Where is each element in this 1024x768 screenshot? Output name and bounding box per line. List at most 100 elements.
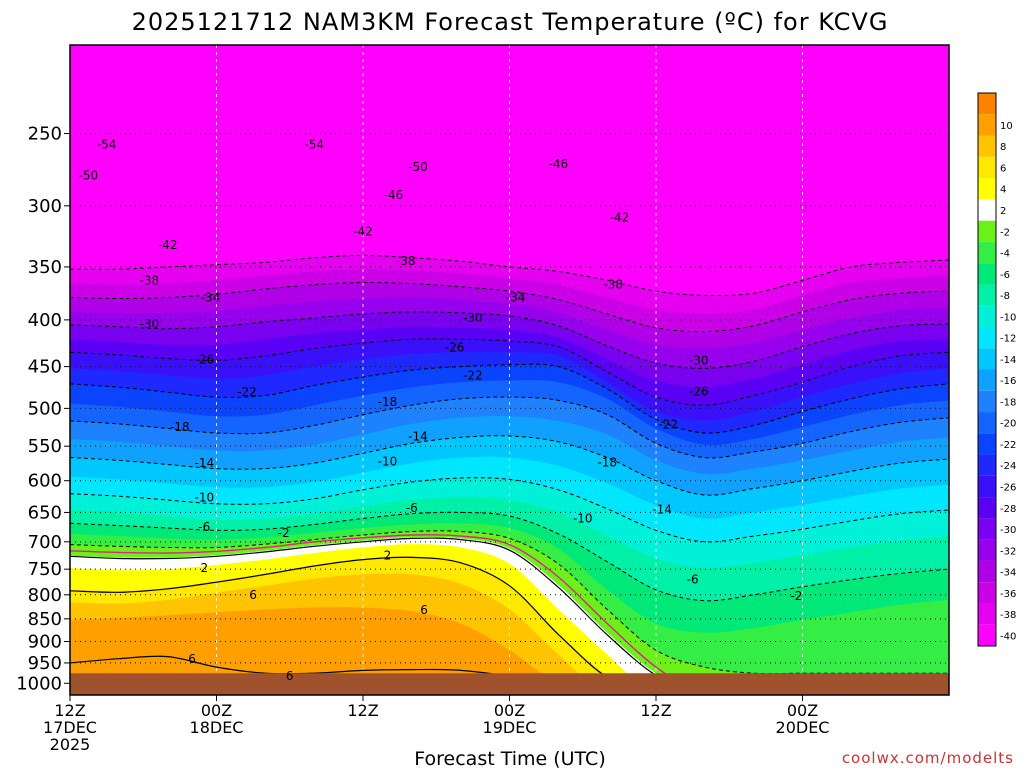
colorbar-bin xyxy=(978,390,996,413)
contour-label: 2 xyxy=(384,549,392,563)
contour-label: -46 xyxy=(549,157,569,171)
colorbar-bin xyxy=(978,454,996,476)
colorbar-tick-label: 6 xyxy=(1000,163,1006,174)
colorbar-tick-label: -28 xyxy=(1000,504,1016,515)
colorbar-tick-label: -6 xyxy=(1000,270,1010,281)
x-tick-label: 00Z xyxy=(201,701,232,720)
contour-label: -26 xyxy=(689,384,709,398)
colorbar-tick-label: -2 xyxy=(1000,227,1010,238)
colorbar: -40-38-36-34-32-30-28-26-24-22-20-18-16-… xyxy=(977,92,1016,647)
contour-label: -22 xyxy=(237,385,257,399)
colorbar-tick-label: -38 xyxy=(1000,610,1016,621)
x-axis-label: Forecast Time (UTC) xyxy=(414,748,605,768)
contour-label: -10 xyxy=(378,455,398,469)
contour-label: -26 xyxy=(194,352,214,366)
contour-label: -54 xyxy=(304,137,324,151)
y-tick-label: 300 xyxy=(28,196,62,217)
contour-label: -30 xyxy=(463,311,483,325)
contour-label: 6 xyxy=(420,603,428,617)
x-tick-label: 19DEC xyxy=(483,718,537,737)
colorbar-tick-label: -32 xyxy=(1000,546,1016,557)
colorbar-tick-label: -14 xyxy=(1000,355,1016,366)
colorbar-tick-label: -22 xyxy=(1000,440,1016,451)
colorbar-bin xyxy=(978,539,996,561)
contour-line xyxy=(70,363,949,434)
y-tick-label: 950 xyxy=(28,653,62,674)
y-tick-label: 550 xyxy=(28,436,62,457)
contour-label: -6 xyxy=(406,501,418,515)
contour-label: 6 xyxy=(286,669,294,683)
colorbar-bin xyxy=(978,178,996,200)
x-tick-label: 12Z xyxy=(54,701,85,720)
contour-label: -46 xyxy=(384,188,404,202)
colorbar-bin xyxy=(978,156,996,179)
colorbar-bin xyxy=(978,135,996,157)
y-tick-label: 900 xyxy=(28,631,62,652)
colorbar-tick-label: -40 xyxy=(1000,631,1016,642)
y-tick-label: 350 xyxy=(28,257,62,278)
colorbar-bin xyxy=(978,497,996,519)
contour-label: -18 xyxy=(597,455,617,469)
contour-label: -22 xyxy=(658,418,678,432)
colorbar-tick-label: -24 xyxy=(1000,461,1016,472)
colorbar-bin xyxy=(978,369,996,391)
colorbar-bin xyxy=(978,114,996,136)
contour-label: -14 xyxy=(408,430,428,444)
y-tick-label: 1000 xyxy=(16,673,62,694)
contour-label: -10 xyxy=(573,511,593,525)
colorbar-tick-label: 2 xyxy=(1000,206,1006,217)
colorbar-tick-label: 4 xyxy=(1000,185,1006,196)
contour-label: -42 xyxy=(610,211,630,225)
contour-label: -50 xyxy=(79,169,99,183)
colorbar-bin xyxy=(978,263,996,285)
contour-label: -6 xyxy=(198,520,210,534)
contour-line xyxy=(70,396,949,459)
colorbar-tick-label: -4 xyxy=(1000,249,1010,260)
x-tick-label: 17DEC xyxy=(43,718,97,737)
colorbar-bin xyxy=(978,475,996,498)
contour-label: -18 xyxy=(170,420,190,434)
contour-label: 6 xyxy=(249,588,257,602)
contour-line xyxy=(70,254,949,297)
x-tick-label: 00Z xyxy=(787,701,818,720)
colorbar-tick-label: -18 xyxy=(1000,397,1016,408)
colorbar-tick-label: -34 xyxy=(1000,568,1016,579)
contour-label: -38 xyxy=(603,278,623,292)
contour-line xyxy=(70,477,949,543)
contour-label: -30 xyxy=(140,317,160,331)
colorbar-bin xyxy=(978,518,996,540)
contour-lines xyxy=(70,254,949,695)
contour-label: -18 xyxy=(378,395,398,409)
colorbar-bin xyxy=(978,624,996,646)
contour-line xyxy=(70,338,949,406)
contour-label: -42 xyxy=(158,238,178,252)
y-tick-label: 500 xyxy=(28,398,62,419)
colorbar-tick-label: -26 xyxy=(1000,482,1016,493)
x-tick-label: 12Z xyxy=(347,701,378,720)
colorbar-bin xyxy=(978,412,996,434)
contour-label: -38 xyxy=(140,273,160,287)
contour-labels: -54 -54 -50 -50 -46 -46 -42 -42 -42 -38 -38 -38 -34 -… xyxy=(79,137,803,683)
contour-label: -34 xyxy=(201,290,221,304)
colorbar-tick-label: -8 xyxy=(1000,291,1010,302)
contour-label: -50 xyxy=(408,160,428,174)
y-tick-label: 400 xyxy=(28,310,62,331)
contour-label: -38 xyxy=(396,254,416,268)
colorbar-bin xyxy=(978,326,996,349)
grid-lines xyxy=(70,45,949,695)
credit-text: coolwx.com/modelts xyxy=(842,749,1014,767)
x-tick-label: 2025 xyxy=(50,735,91,754)
contour-line xyxy=(70,435,949,496)
colorbar-tick-label: -12 xyxy=(1000,334,1016,345)
x-tick-label: 00Z xyxy=(494,701,525,720)
ground-fill xyxy=(70,673,949,695)
y-tick-label: 250 xyxy=(28,123,62,144)
y-tick-label: 450 xyxy=(28,357,62,378)
y-tick-label: 700 xyxy=(28,532,62,553)
contour-label: -42 xyxy=(353,224,373,238)
colorbar-tick-label: -16 xyxy=(1000,376,1016,387)
y-tick-label: 600 xyxy=(28,471,62,492)
contour-label: -2 xyxy=(790,589,802,603)
x-tick-label: 12Z xyxy=(640,701,671,720)
